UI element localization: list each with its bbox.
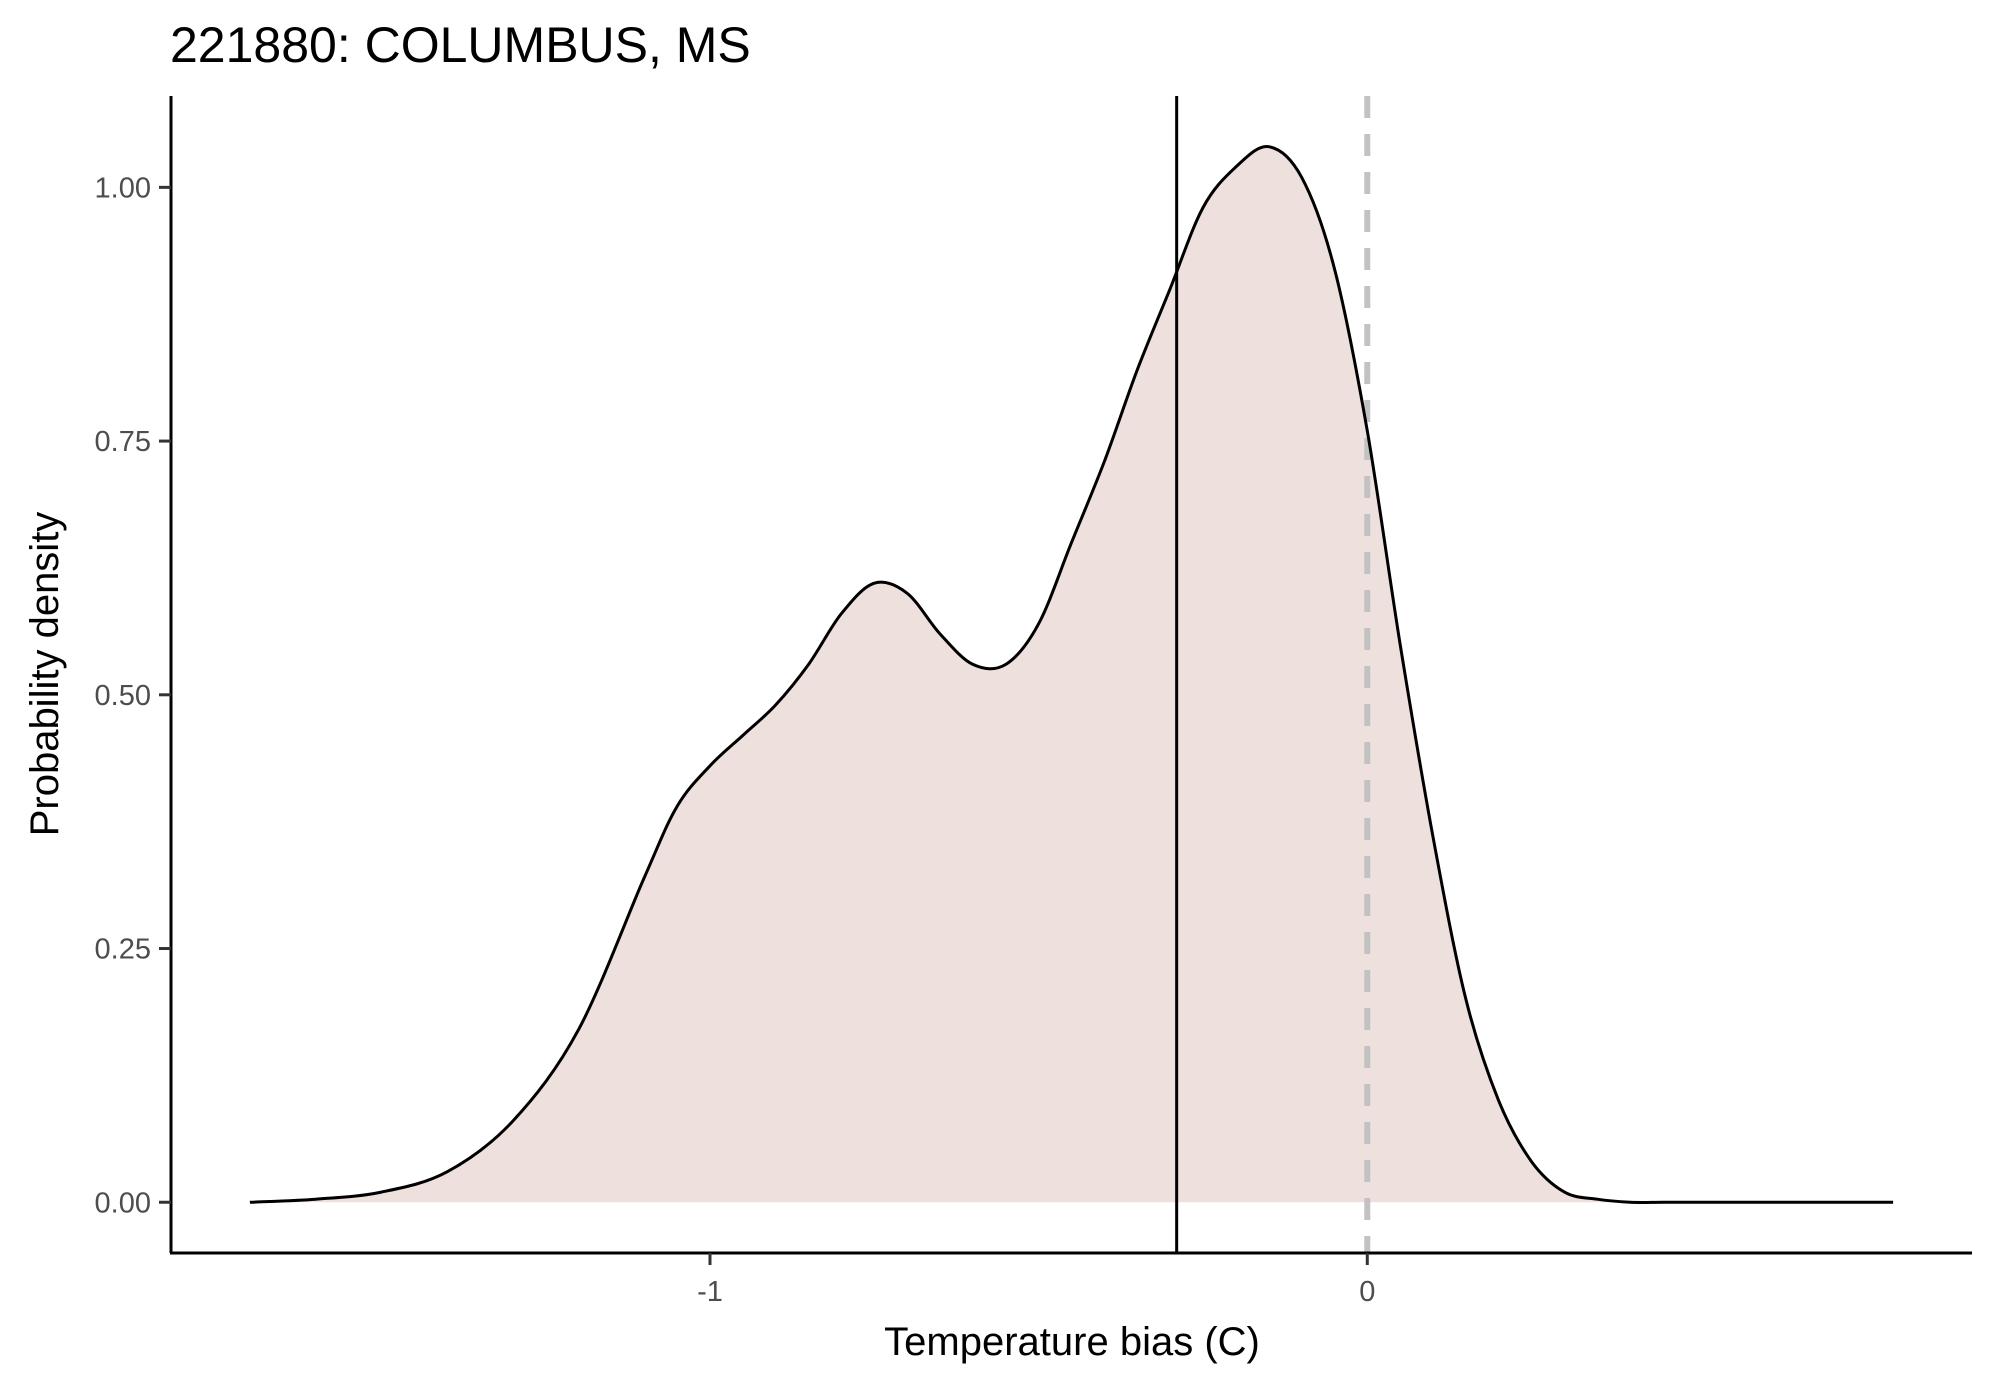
- y-axis-ticks: 0.00 0.25 0.50 0.75 1.00: [95, 172, 171, 1219]
- density-area: [249, 146, 1894, 1203]
- density-curve: [249, 145, 1894, 1205]
- y-tick-label: 0.00: [95, 1187, 151, 1219]
- x-tick-label: 0: [1359, 1276, 1375, 1308]
- y-axis-title: Probability density: [23, 512, 67, 837]
- y-tick-label: 0.25: [95, 934, 151, 966]
- chart-title: 221880: COLUMBUS, MS: [170, 17, 751, 73]
- y-tick-label: 0.75: [95, 426, 151, 458]
- y-tick-label: 1.00: [95, 172, 151, 204]
- plot-area: [249, 96, 1894, 1253]
- x-axis-title: Temperature bias (C): [884, 1320, 1260, 1364]
- y-tick-label: 0.50: [95, 680, 151, 712]
- x-axis-ticks: -1 0: [697, 1253, 1375, 1308]
- x-tick-label: -1: [697, 1276, 723, 1308]
